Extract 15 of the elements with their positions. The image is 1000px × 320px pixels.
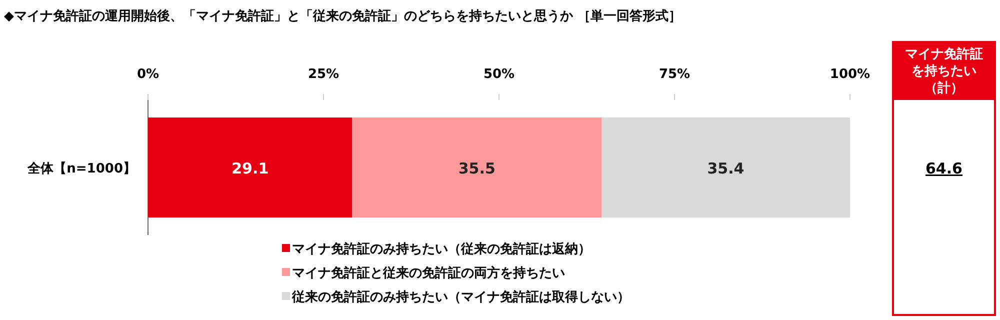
data-label: 29.1 — [232, 160, 269, 178]
data-label: 35.5 — [458, 160, 496, 178]
x-tick-label: 25% — [308, 67, 340, 82]
x-tick-label: 50% — [483, 67, 515, 82]
text: 64.6 — [925, 160, 963, 178]
chart-title: ◆マイナ免許証の運用開始後、「マイナ免許証」と「従来の免許証」のどちらを持ちたいと思うか ［単一回答形式］ — [4, 8, 682, 24]
legend-label: マイナ免許証と従来の免許証の両方を持ちたい — [292, 265, 565, 281]
data-label: 35.4 — [707, 160, 744, 178]
x-tick-label: 100% — [830, 67, 870, 82]
legend-label: マイナ免許証のみ持ちたい（従来の免許証は返納） — [292, 241, 591, 257]
text: マイナ免許証を持ちたい（計） — [905, 46, 983, 96]
legend-label: 従来の免許証のみ持ちたい（マイナ免許証は取得しない） — [291, 289, 630, 305]
y-tick-label: 全体【n=1000】 — [26, 160, 136, 176]
x-tick-label: 0% — [136, 67, 160, 82]
x-tick-label: 75% — [658, 67, 690, 82]
